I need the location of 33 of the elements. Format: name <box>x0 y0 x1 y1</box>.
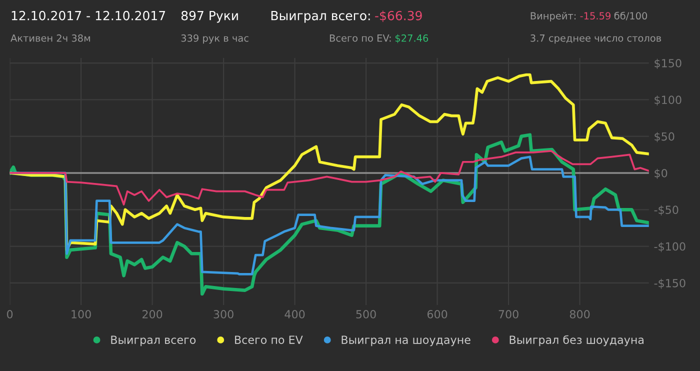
y-tick-label: -$100 <box>654 242 686 252</box>
text: 3.7 среднее число столов <box>530 34 662 44</box>
text: -15.59 <box>580 12 610 20</box>
y-tick-label: $0 <box>654 168 668 179</box>
text: Активен 2ч 38м <box>10 34 90 42</box>
x-tick-label: 800 <box>570 310 590 318</box>
text: 339 рук в час <box>181 34 248 44</box>
text: 897 Руки <box>181 10 238 23</box>
legend-label: Выиграл всего <box>111 336 196 346</box>
line-series <box>10 150 649 206</box>
legend-label: Выиграл на шоудауне <box>342 336 470 346</box>
x-tick-label: 700 <box>498 310 518 318</box>
text: бб/100 <box>614 12 648 20</box>
y-tick-label: $100 <box>654 95 682 106</box>
text: 12.10.2017 - 12.10.2017 <box>12 10 166 20</box>
x-tick-label: 400 <box>284 310 305 318</box>
x-tick-label: 100 <box>72 310 91 318</box>
y-tick-label: $150 <box>654 58 682 69</box>
x-tick-label: 500 <box>356 310 376 318</box>
text: Всего по EV: <box>330 34 391 42</box>
legend-label: Всего по EV <box>235 336 303 344</box>
x-tick-label: 600 <box>427 310 448 318</box>
x-tick-label: 200 <box>142 310 162 318</box>
text: Винрейт: <box>530 12 576 22</box>
text: $27.46 <box>395 34 428 44</box>
text: Выиграл всего: <box>271 11 370 23</box>
y-tick-label: -$150 <box>654 278 686 289</box>
y-tick-label: -$50 <box>654 205 678 216</box>
text: -$66.39 <box>375 10 422 22</box>
y-tick-label: $50 <box>654 132 674 142</box>
legend-label: Выиграл без шоудауна <box>510 335 644 346</box>
x-tick-label: 300 <box>214 310 234 318</box>
x-tick-label: 0 <box>7 310 13 318</box>
